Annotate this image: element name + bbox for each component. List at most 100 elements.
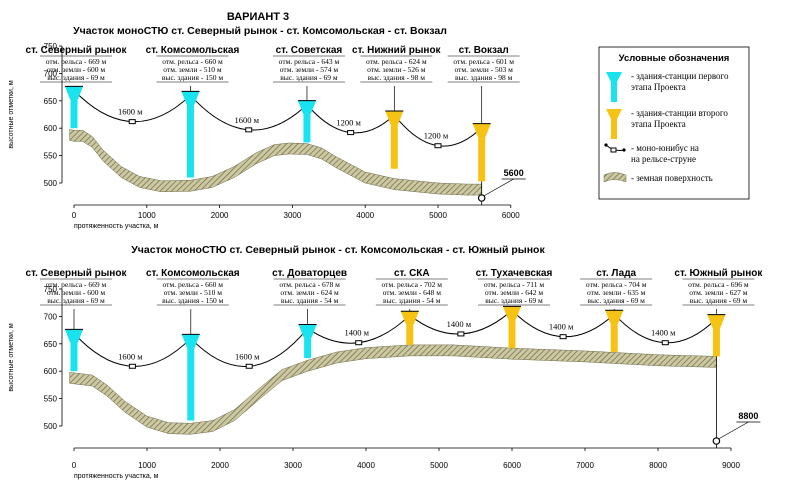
legend-ground-icon <box>603 172 627 183</box>
station-ground-elevation: отм. земли - 510 м <box>164 288 223 297</box>
legend-item-text: этапа Проекта <box>631 119 686 129</box>
unibus-cabin <box>128 119 136 125</box>
station-ground-elevation: отм. земли - 503 м <box>455 65 514 74</box>
station-building-height: выс. здания - 69 м <box>690 296 748 305</box>
span-length-label: 1400 м <box>651 328 676 338</box>
station-tower <box>707 314 726 357</box>
x-tick-label: 2000 <box>211 211 229 220</box>
station-tower <box>181 90 200 178</box>
total-length-marker <box>477 194 486 202</box>
station-tower <box>605 309 624 353</box>
x-tick-label: 1000 <box>138 211 156 220</box>
station-ground-elevation: отм. земли - 600 м <box>47 65 106 74</box>
tower-head <box>181 334 200 348</box>
station-building-height: выс. здания - 54 м <box>281 296 339 305</box>
station-rail-elevation: отм. рельса - 704 м <box>586 280 647 289</box>
legend-stage1-tower-icon <box>606 72 622 102</box>
total-length-value: 8800 <box>738 411 758 421</box>
station-tower <box>400 310 419 345</box>
station-tower <box>65 85 83 129</box>
variant-title: ВАРИАНТ 3 <box>227 11 289 23</box>
station-ground-elevation: отм. земли - 635 м <box>587 288 646 297</box>
unibus-cabin <box>128 363 136 369</box>
station-building-height: выс. здания - 69 м <box>47 73 105 82</box>
tower-head <box>605 310 624 324</box>
x-tick-label: 5000 <box>430 461 448 470</box>
station-rail-elevation: отм. рельса - 624 м <box>366 57 427 66</box>
tower-shaft <box>508 310 516 349</box>
legend-icon-anchor <box>604 143 608 147</box>
y-tick-label: 550 <box>44 395 58 404</box>
x-axis-label: протяженность участка, м <box>74 473 159 480</box>
station-rail-elevation: отм. рельса - 601 м <box>453 57 514 66</box>
profile-chart-1: Участок моноСТЮ ст. Северный рынок - ст.… <box>8 25 526 230</box>
station-rail-elevation: отм. рельса - 643 м <box>279 57 340 66</box>
legend-icon-shaft <box>611 119 617 139</box>
x-tick-label: 5000 <box>429 211 447 220</box>
tower-shaft <box>406 315 414 345</box>
unibus-cabin <box>661 340 669 346</box>
station-building-height: выс. здания - 69 м <box>587 296 645 305</box>
tower-shaft <box>187 338 195 421</box>
station-tower <box>503 305 521 349</box>
station-ground-elevation: отм. земли - 510 м <box>163 65 222 74</box>
station-name: ст. Доваторцев <box>272 268 347 279</box>
station-rail-elevation: отм. рельса - 660 м <box>162 57 223 66</box>
tower-head <box>385 111 404 125</box>
x-tick-label: 0 <box>72 211 77 220</box>
x-tick-label: 6000 <box>502 211 520 220</box>
tower-shaft <box>478 127 486 182</box>
unibus-cabin <box>245 127 253 133</box>
x-tick-label: 4000 <box>357 461 375 470</box>
tower-head <box>297 100 316 114</box>
station-ground-elevation: отм. земли - 526 м <box>367 65 426 74</box>
legend-icon-head <box>606 72 622 82</box>
y-axis-label: высотные отметки, м <box>8 80 15 148</box>
span-length-label: 1600 м <box>234 115 259 125</box>
legend-item-text: - здания-станции второго <box>631 108 728 118</box>
x-tick-label: 9000 <box>722 461 740 470</box>
station-name: ст. Советская <box>276 45 343 56</box>
unibus-cabin <box>245 363 253 369</box>
station-building-height: выс. здания - 54 м <box>383 296 441 305</box>
station-tower <box>297 100 316 143</box>
station-name: ст. Лада <box>596 268 636 279</box>
station-building-height: выс. здания - 69 м <box>47 296 105 305</box>
station-rail-elevation: отм. рельса - 678 м <box>279 280 340 289</box>
station-tower <box>181 333 200 421</box>
station-building-height: выс. здания - 98 м <box>455 73 513 82</box>
legend-item-text: на рельсе-струне <box>631 154 696 164</box>
span-length-label: 1600 м <box>118 107 143 117</box>
station-name: ст. Северный рынок <box>26 268 128 279</box>
station-ground-elevation: отм. земли - 627 м <box>689 288 748 297</box>
y-tick-label: 650 <box>44 97 58 106</box>
station-name: ст. Комсомольская <box>146 268 240 279</box>
x-tick-label: 8000 <box>649 461 667 470</box>
legend-unibus-icon <box>604 143 626 153</box>
span-length-label: 1600 м <box>235 351 260 361</box>
station-tower <box>298 323 317 359</box>
legend-item-text: - моно-юнибус на <box>631 143 699 153</box>
station-building-height: выс. здания - 150 м <box>162 73 223 82</box>
unibus-cabin <box>559 334 567 340</box>
x-tick-label: 6000 <box>503 461 521 470</box>
span-length-label: 1200 м <box>336 118 361 128</box>
unibus-cabin <box>434 143 442 149</box>
legend-icon-head <box>606 109 622 119</box>
ground-surface <box>69 344 717 435</box>
y-axis-label: высотные отметки, м <box>8 323 15 391</box>
tower-head <box>65 329 83 343</box>
tower-shaft <box>186 95 194 178</box>
station-ground-elevation: отм. земли - 624 м <box>280 288 339 297</box>
total-length-pointer <box>718 421 749 440</box>
legend-icon-ground <box>603 172 627 183</box>
y-tick-label: 750 <box>44 42 58 51</box>
chart-title: Участок моноСТЮ ст. Северный рынок - ст.… <box>131 244 545 256</box>
x-axis-label: протяженность участка, м <box>74 223 159 230</box>
y-tick-label: 650 <box>44 340 58 349</box>
rail-string-cable <box>73 333 192 367</box>
span-length-label: 1400 м <box>344 328 369 338</box>
tower-shaft <box>712 318 720 357</box>
total-length-marker <box>712 437 721 445</box>
